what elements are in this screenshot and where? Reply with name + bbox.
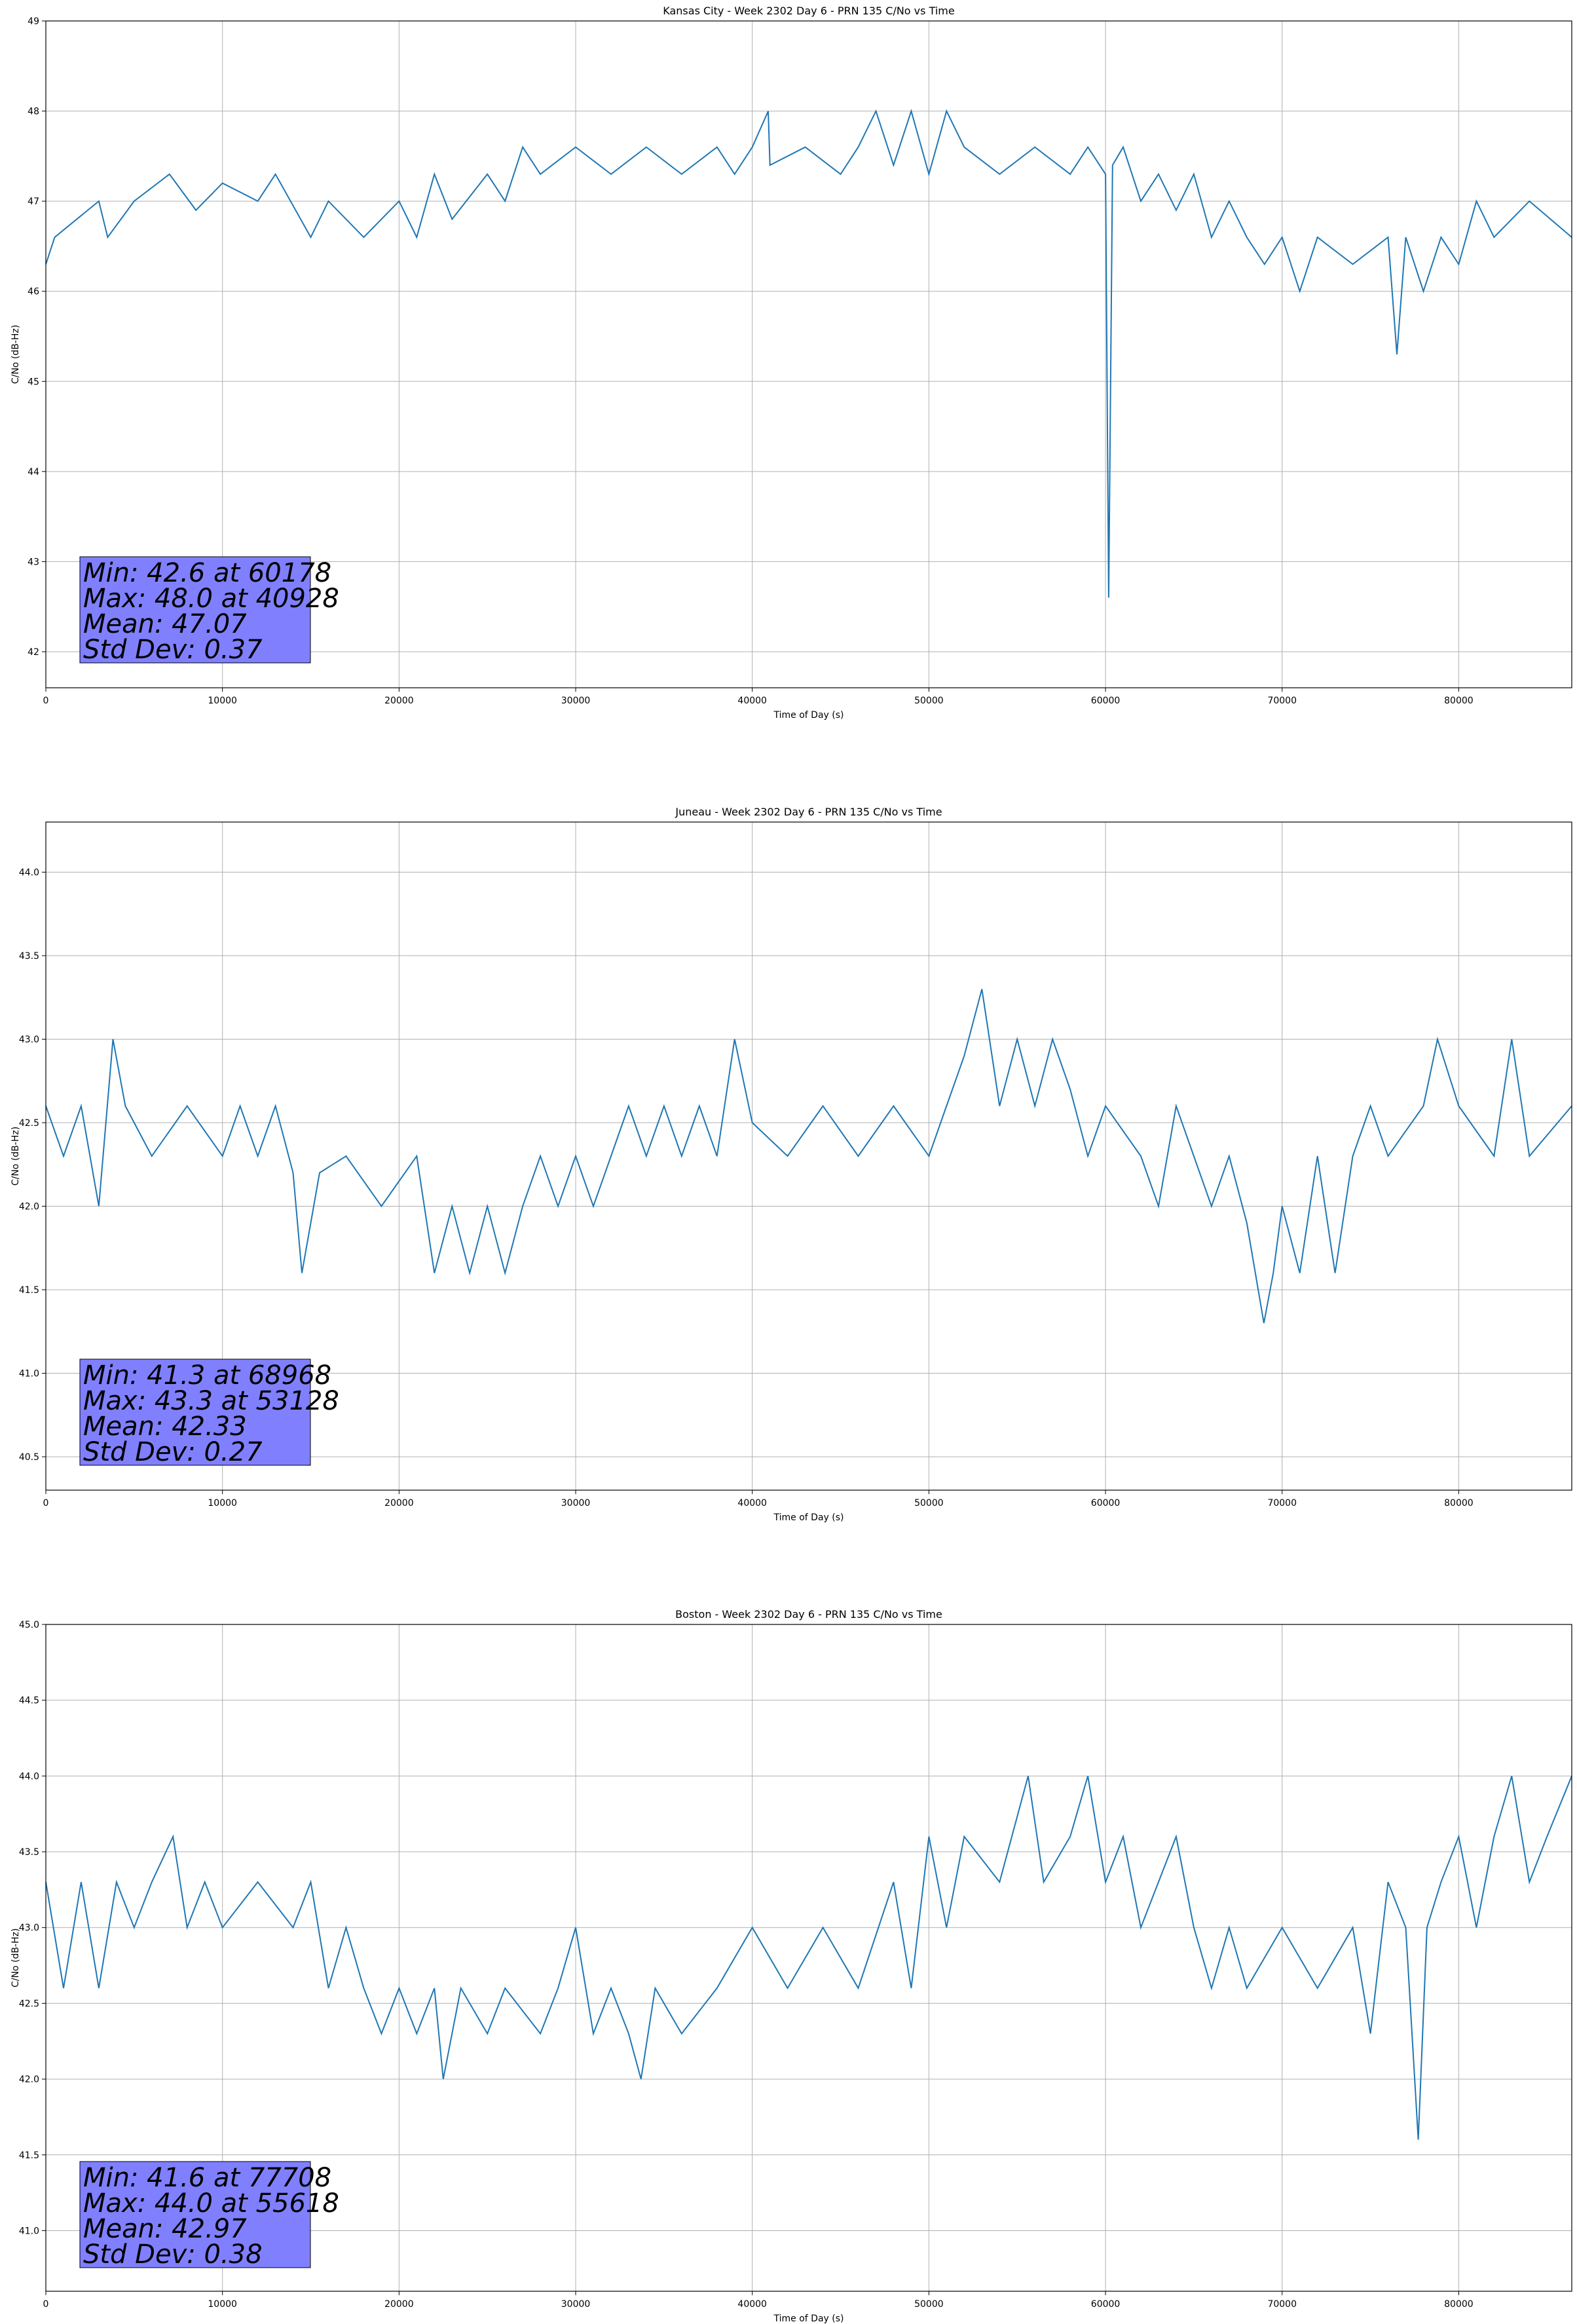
- data-series-line: [45, 988, 1572, 1324]
- chart-title: Juneau - Week 2302 Day 6 - PRN 135 C/No …: [675, 806, 942, 818]
- y-tick-label: 42.5: [19, 1118, 39, 1129]
- stats-box: [79, 1359, 311, 1466]
- y-axis-label: C/No (dB-Hz): [10, 1928, 21, 1987]
- data-series-line: [45, 1776, 1572, 2140]
- y-tick-label: 41.5: [19, 2150, 39, 2161]
- x-tick-label: 80000: [1444, 696, 1474, 706]
- stats-line: Max: 43.3 at 53128: [83, 1386, 339, 1416]
- y-tick-label: 44.0: [19, 1771, 39, 1782]
- y-tick-label: 42.0: [19, 1202, 39, 1212]
- x-tick-label: 0: [43, 696, 49, 706]
- x-tick-label: 70000: [1267, 2299, 1297, 2310]
- y-tick-label: 42: [28, 647, 39, 658]
- chart-title: Kansas City - Week 2302 Day 6 - PRN 135 …: [663, 5, 954, 17]
- x-tick-label: 0: [43, 2299, 49, 2310]
- x-tick-label: 50000: [914, 696, 944, 706]
- plot-frame: [45, 1624, 1572, 2292]
- stats-line: Min: 41.6 at 77708: [83, 2163, 331, 2193]
- y-tick-label: 43.5: [19, 1847, 39, 1858]
- x-tick-label: 70000: [1267, 696, 1297, 706]
- y-axis-label: C/No (dB-Hz): [10, 325, 21, 384]
- chart-panel-3: 0 10000 20000 30000 40000 50000 60000 70000 8000…: [10, 1608, 1572, 2324]
- chart-panel-1: 0 10000 20000 30000 40000 50000 60000 70000 8000…: [10, 5, 1572, 721]
- chart-panel-2: 0 10000 20000 30000 40000 50000 60000 70000 8000…: [10, 806, 1572, 1523]
- y-tick-label: 44.0: [19, 868, 39, 878]
- x-tick-label: 40000: [737, 1498, 767, 1509]
- x-axis-label: Time of Day (s): [773, 2314, 844, 2324]
- x-tick-label: 10000: [208, 2299, 237, 2310]
- y-tick-label: 47: [28, 197, 39, 207]
- stats-box: [79, 556, 311, 664]
- y-tick-label: 41.5: [19, 1285, 39, 1296]
- x-tick-label: 70000: [1267, 1498, 1297, 1509]
- x-tick-label: 0: [43, 1498, 49, 1509]
- y-tick-label: 48: [28, 107, 39, 117]
- x-tick-label: 10000: [208, 696, 237, 706]
- y-tick-label: 43: [28, 557, 39, 567]
- stats-line: Std Dev: 0.38: [83, 2240, 263, 2270]
- x-tick-label: 20000: [384, 1498, 414, 1509]
- stats-line: Max: 44.0 at 55618: [83, 2188, 339, 2219]
- y-tick-label: 43.5: [19, 951, 39, 962]
- stats-line: Std Dev: 0.37: [83, 635, 263, 665]
- y-tick-label: 43.0: [19, 1923, 39, 1934]
- y-tick-label: 45.0: [19, 1620, 39, 1630]
- chart-title: Boston - Week 2302 Day 6 - PRN 135 C/No …: [675, 1608, 942, 1621]
- y-tick-label: 43.0: [19, 1035, 39, 1045]
- y-tick-label: 40.5: [19, 1452, 39, 1463]
- x-tick-label: 50000: [914, 2299, 944, 2310]
- x-tick-label: 40000: [737, 696, 767, 706]
- x-tick-label: 40000: [737, 2299, 767, 2310]
- stats-box: [79, 2161, 311, 2268]
- stats-line: Min: 41.3 at 68968: [83, 1360, 331, 1391]
- stats-line: Max: 48.0 at 40928: [83, 584, 339, 614]
- y-tick-label: 45: [28, 377, 39, 387]
- y-axis-label: C/No (dB-Hz): [10, 1127, 21, 1186]
- plot-frame: [45, 20, 1572, 688]
- x-tick-label: 80000: [1444, 1498, 1474, 1509]
- stats-line: Mean: 42.33: [83, 1412, 247, 1442]
- x-tick-label: 30000: [561, 696, 591, 706]
- y-tick-label: 42.0: [19, 2074, 39, 2085]
- x-tick-label: 60000: [1091, 2299, 1121, 2310]
- stats-line: Std Dev: 0.27: [83, 1437, 263, 1467]
- y-tick-label: 44: [28, 467, 39, 478]
- y-tick-label: 49: [28, 16, 39, 27]
- x-tick-label: 30000: [561, 1498, 591, 1509]
- plot-frame: [45, 821, 1572, 1491]
- y-tick-label: 41.0: [19, 2226, 39, 2236]
- y-tick-label: 44.5: [19, 1696, 39, 1706]
- y-tick-label: 41.0: [19, 1369, 39, 1379]
- x-tick-label: 60000: [1091, 1498, 1121, 1509]
- x-tick-label: 80000: [1444, 2299, 1474, 2310]
- x-tick-label: 50000: [914, 1498, 944, 1509]
- x-tick-label: 20000: [384, 696, 414, 706]
- stats-line: Mean: 47.07: [83, 609, 247, 639]
- x-tick-label: 10000: [208, 1498, 237, 1509]
- x-axis-label: Time of Day (s): [773, 710, 844, 721]
- y-tick-label: 42.5: [19, 1998, 39, 2009]
- stats-line: Mean: 42.97: [83, 2214, 247, 2244]
- data-series-line: [45, 109, 1572, 598]
- y-tick-label: 46: [28, 287, 39, 297]
- stats-line: Min: 42.6 at 60178: [83, 558, 331, 588]
- x-tick-label: 30000: [561, 2299, 591, 2310]
- x-axis-label: Time of Day (s): [773, 1512, 844, 1523]
- x-tick-label: 60000: [1091, 696, 1121, 706]
- x-tick-label: 20000: [384, 2299, 414, 2310]
